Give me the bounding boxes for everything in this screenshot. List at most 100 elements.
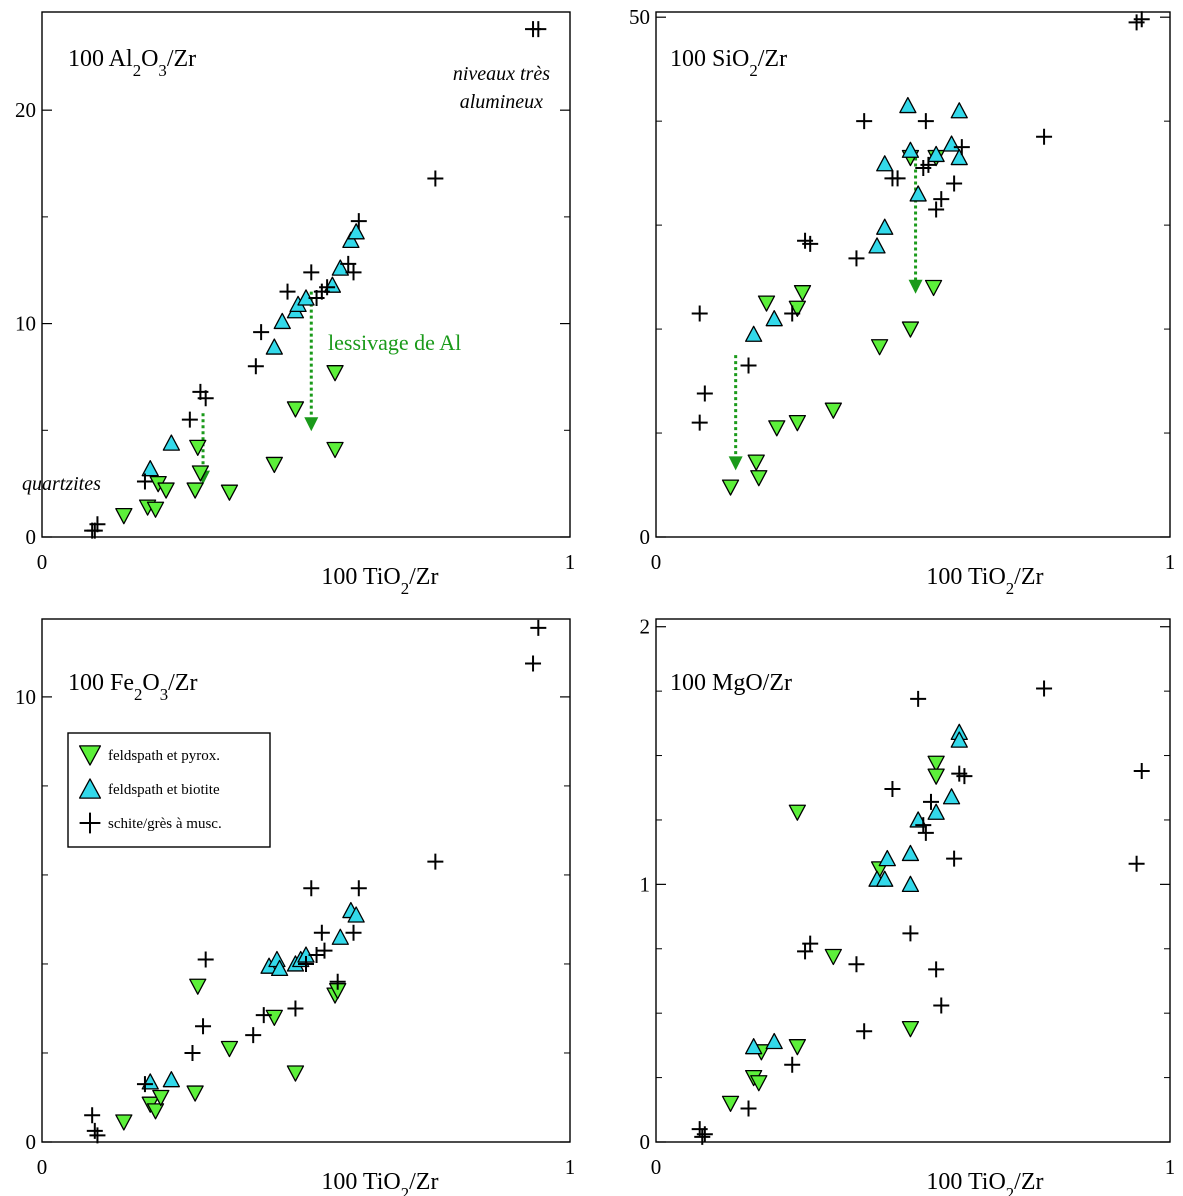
annotation-lessivage: lessivage de Al xyxy=(328,330,461,355)
marker-schiste-gres xyxy=(889,170,906,187)
marker-feldspath-biotite xyxy=(323,276,342,293)
marker-schiste-gres xyxy=(89,1127,106,1144)
y-tick-label: 1 xyxy=(640,872,651,896)
legend-box xyxy=(67,732,271,848)
panel-title: 100 Al2O3/Zr xyxy=(68,46,196,80)
marker-feldspath-pyrox xyxy=(927,768,945,785)
marker-feldspath-biotite xyxy=(745,325,763,342)
marker-schiste-gres xyxy=(319,279,336,296)
marker-schiste-gres xyxy=(1133,11,1150,28)
marker-feldspath-pyrox xyxy=(793,285,812,302)
marker-feldspath-pyrox xyxy=(824,402,842,419)
marker-feldspath-biotite xyxy=(78,778,102,799)
marker-schiste-gres xyxy=(79,812,101,834)
marker-schiste-gres xyxy=(802,235,819,252)
marker-feldspath-pyrox xyxy=(750,1075,768,1092)
marker-feldspath-biotite xyxy=(270,959,289,977)
marker-schiste-gres xyxy=(427,170,444,187)
marker-schiste-gres xyxy=(340,255,357,272)
marker-feldspath-biotite xyxy=(347,906,365,923)
marker-schiste-gres xyxy=(956,768,973,785)
x-axis-label: 100 TiO2/Zr xyxy=(926,1169,1043,1196)
marker-schiste-gres xyxy=(740,357,757,374)
y-tick-label: 10 xyxy=(15,685,36,709)
marker-feldspath-biotite xyxy=(876,870,894,887)
marker-feldspath-biotite xyxy=(927,803,945,820)
marker-schiste-gres xyxy=(848,250,865,267)
marker-feldspath-biotite xyxy=(878,849,896,867)
marker-schiste-gres xyxy=(917,824,934,841)
marker-schiste-gres xyxy=(255,1007,272,1024)
y-tick-label: 2 xyxy=(640,615,651,639)
marker-feldspath-pyrox xyxy=(788,300,806,317)
marker-feldspath-biotite xyxy=(342,231,360,249)
legend-label: feldspath et pyrox. xyxy=(108,748,220,764)
marker-feldspath-pyrox xyxy=(924,279,943,297)
y-tick-label: 50 xyxy=(629,5,650,29)
legend: feldspath et pyrox. feldspath et biotite s… xyxy=(67,732,271,848)
panel-1: 0 10 20 0 1 100 TiO2/Zr 100 Al2O3/Zr quartzites… xyxy=(15,11,575,598)
marker-feldspath-biotite xyxy=(265,338,283,355)
x-tick-label: 0 xyxy=(651,1155,662,1179)
marker-schiste-gres xyxy=(247,358,264,375)
panel-3: 0 10 0 1 100 TiO2/Zr 100 Fe2O3/Zr xyxy=(15,618,576,1196)
marker-schiste-gres xyxy=(287,1000,304,1017)
marker-feldspath-biotite xyxy=(909,811,927,828)
marker-feldspath-biotite xyxy=(141,460,159,477)
marker-feldspath-biotite xyxy=(331,928,349,945)
marker-feldspath-pyrox xyxy=(186,482,204,499)
marker-schiste-gres xyxy=(197,951,214,968)
annotation-niveaux2: alumineux xyxy=(460,91,543,113)
legend-label: feldspath et biotite xyxy=(108,782,220,798)
y-tick-label: 20 xyxy=(15,98,36,122)
marker-feldspath-biotite xyxy=(162,434,181,451)
x-tick-label: 1 xyxy=(565,1155,576,1179)
marker-feldspath-pyrox xyxy=(788,804,806,821)
marker-feldspath-pyrox xyxy=(189,439,207,457)
panel-title: 100 SiO2/Zr xyxy=(670,46,787,80)
panel-4: 0 1 2 0 1 100 TiO2/Zr 100 MgO/Zr xyxy=(640,615,1176,1196)
marker-schiste-gres xyxy=(184,1044,201,1061)
marker-feldspath-biotite xyxy=(273,312,291,330)
x-tick-label: 0 xyxy=(37,1155,48,1179)
marker-schiste-gres xyxy=(920,156,937,173)
marker-schiste-gres xyxy=(691,414,708,431)
x-axis-label: 100 TiO2/Zr xyxy=(321,1169,438,1196)
marker-schiste-gres xyxy=(427,853,444,870)
marker-schiste-gres xyxy=(530,21,547,38)
marker-schiste-gres xyxy=(316,942,333,959)
plot-frame xyxy=(655,618,1171,1143)
panel-2: 0 50 0 1 100 TiO2/Zr 100 SiO2/Zr xyxy=(629,5,1175,597)
legend-label: schite/grès à musc. xyxy=(108,816,222,832)
panel-title: 100 Fe2O3/Zr xyxy=(68,670,197,704)
marker-schiste-gres xyxy=(86,1122,103,1139)
marker-schiste-gres xyxy=(303,880,320,897)
marker-schiste-gres xyxy=(933,997,950,1014)
marker-feldspath-biotite xyxy=(745,1038,763,1055)
plot-frame xyxy=(41,11,571,538)
marker-schiste-gres xyxy=(953,139,970,156)
marker-schiste-gres xyxy=(928,201,945,218)
marker-schiste-gres xyxy=(1128,855,1145,872)
marker-schiste-gres xyxy=(530,619,547,636)
marker-schiste-gres xyxy=(1036,128,1053,145)
x-axis-label: 100 TiO2/Zr xyxy=(321,564,438,598)
marker-schiste-gres xyxy=(279,283,296,300)
marker-feldspath-pyrox xyxy=(824,948,842,966)
marker-feldspath-biotite xyxy=(347,223,365,240)
marker-feldspath-pyrox xyxy=(189,978,207,995)
plot-frame xyxy=(41,618,571,1143)
marker-schiste-gres xyxy=(181,411,198,428)
marker-schiste-gres xyxy=(802,935,819,952)
marker-feldspath-biotite xyxy=(868,237,886,254)
annotation-quartzites: quartzites xyxy=(22,473,101,495)
marker-feldspath-pyrox xyxy=(220,484,239,501)
y-tick-label: 10 xyxy=(15,312,36,336)
x-tick-label: 0 xyxy=(37,550,48,574)
panel-title: 100 MgO/Zr xyxy=(670,670,792,696)
marker-feldspath-pyrox xyxy=(326,365,344,382)
marker-schiste-gres xyxy=(910,690,927,707)
marker-feldspath-biotite xyxy=(950,731,968,748)
marker-feldspath-pyrox xyxy=(146,1103,165,1120)
marker-feldspath-pyrox xyxy=(901,321,920,338)
